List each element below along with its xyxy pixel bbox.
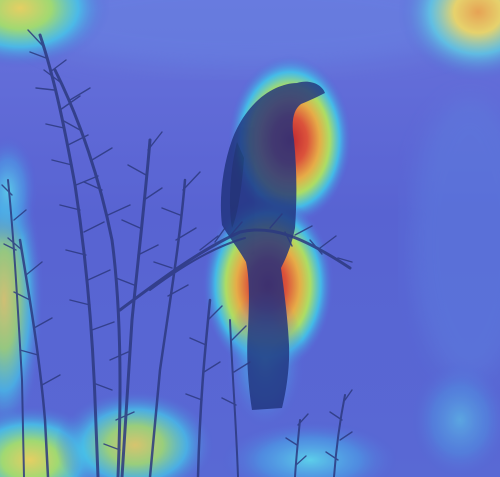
cool-bottom-right bbox=[410, 360, 500, 477]
right-cool-band bbox=[410, 100, 500, 380]
hotspot-top-left bbox=[0, 0, 110, 68]
plant-silhouette bbox=[1, 29, 353, 477]
bird-silhouette bbox=[220, 81, 325, 410]
cool-left-upper bbox=[0, 135, 38, 245]
top-cool-band bbox=[20, 0, 480, 70]
hotspot-top-right bbox=[398, 0, 500, 82]
cool-bottom-center bbox=[220, 420, 400, 477]
